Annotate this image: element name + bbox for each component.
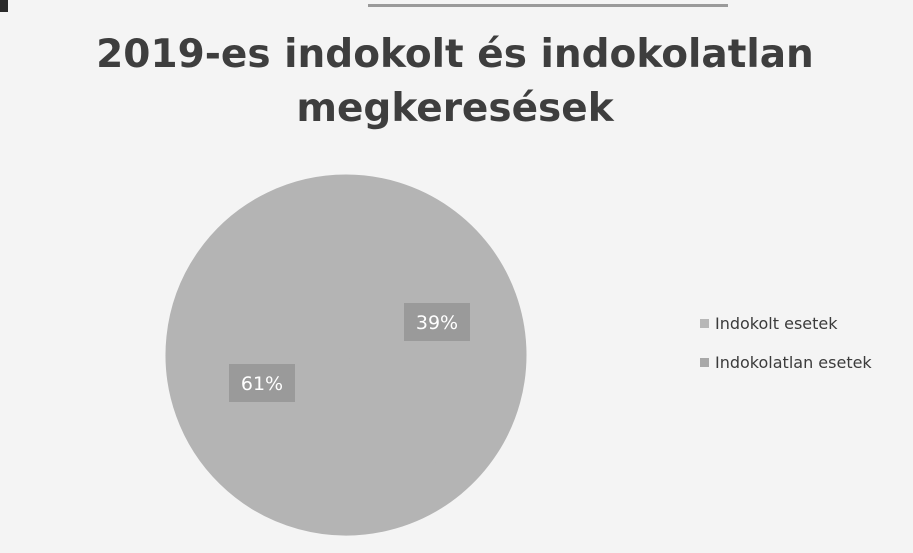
legend-label-indokolatlan: Indokolatlan esetek — [715, 352, 872, 372]
pie-slice-indokolatlan — [165, 174, 462, 536]
data-label-box — [404, 303, 470, 341]
data-label-indokolatlan: 61% — [229, 364, 295, 402]
legend-label-indokolt: Indokolt esetek — [715, 313, 838, 333]
chart-title: 2019-es indokolt és indokolatlan megkere… — [96, 32, 814, 131]
data-label-text: 61% — [241, 373, 283, 395]
scan-corner-mark — [0, 0, 8, 12]
legend-item-indokolt: Indokolt esetek — [700, 313, 872, 333]
scan-top-rule — [368, 4, 728, 7]
data-label-box — [229, 364, 295, 402]
data-label-text: 39% — [416, 312, 458, 334]
legend-item-indokolatlan: Indokolatlan esetek — [700, 352, 872, 372]
data-label-indokolt: 39% — [404, 303, 470, 341]
chart-legend: Indokolt esetek Indokolatlan esetek — [700, 313, 872, 391]
legend-swatch-indokolt — [700, 318, 709, 328]
legend-swatch-indokolatlan — [700, 357, 709, 367]
